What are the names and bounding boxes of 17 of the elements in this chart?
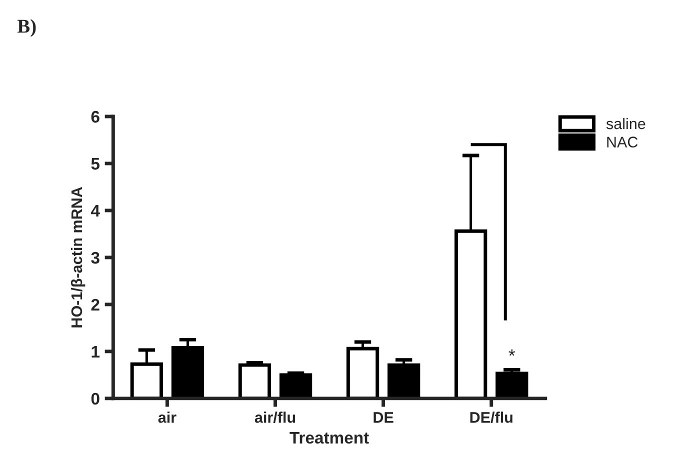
x-tick-label: air xyxy=(158,412,176,423)
y-tick-label: 2 xyxy=(91,298,100,310)
x-axis-title: Treatment xyxy=(290,432,369,444)
y-tick-label: 1 xyxy=(92,346,100,358)
legend-label: saline xyxy=(606,118,646,130)
x-tick-label: DE xyxy=(374,412,394,423)
y-tick-label: 3 xyxy=(91,252,100,264)
x-tick-label: air/flu xyxy=(254,412,296,423)
annotation: * xyxy=(508,349,516,356)
y-tick-label: 4 xyxy=(90,205,100,217)
y-tick-label: 5 xyxy=(91,158,100,170)
y-tick-label: 6 xyxy=(91,110,100,123)
y-tick-label: 0 xyxy=(91,392,100,405)
y-axis-title: HO-1/β-actin mRNA xyxy=(70,186,86,328)
legend-label: NAC xyxy=(607,136,638,148)
text: B) xyxy=(17,19,36,37)
x-tick-label: DE/flu xyxy=(470,412,512,423)
